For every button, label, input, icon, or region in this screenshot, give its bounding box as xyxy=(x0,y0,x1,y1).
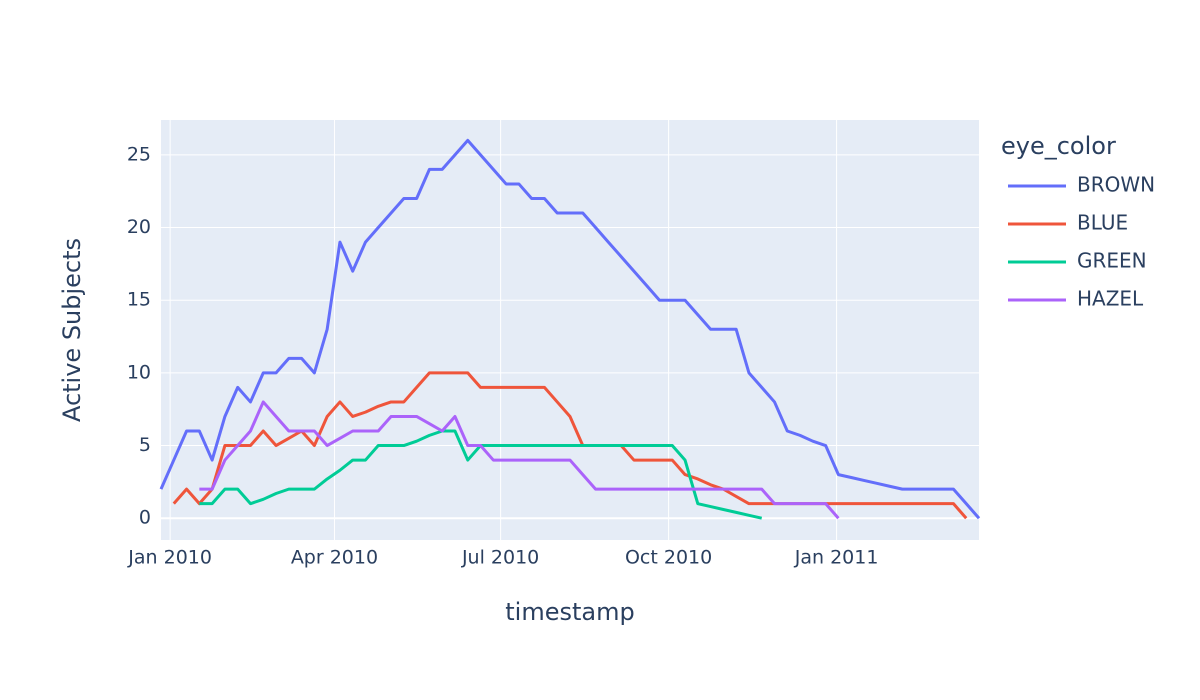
x-tick-label: Jan 2011 xyxy=(794,547,879,569)
y-axis-title: Active Subjects xyxy=(58,238,86,422)
y-tick-label: 0 xyxy=(139,507,151,529)
x-tick-label: Oct 2010 xyxy=(625,547,712,569)
x-axis-title: timestamp xyxy=(505,598,634,626)
y-tick-label: 10 xyxy=(127,361,151,383)
legend-label[interactable]: GREEN xyxy=(1077,249,1147,273)
legend-title: eye_color xyxy=(1001,132,1116,160)
lines xyxy=(159,138,981,520)
legend: BROWN BLUE GREEN HAZEL xyxy=(1008,173,1155,311)
y-tick-label: 5 xyxy=(139,434,151,456)
legend-label[interactable]: BROWN xyxy=(1077,173,1155,197)
series-line xyxy=(172,371,968,520)
y-tick-label: 15 xyxy=(127,289,151,311)
x-tick-label: Apr 2010 xyxy=(291,547,378,569)
x-tick-label: Jan 2010 xyxy=(127,547,212,569)
legend-label[interactable]: BLUE xyxy=(1077,211,1128,235)
grid xyxy=(161,120,979,540)
series-line xyxy=(159,138,981,520)
x-tick-label: Jul 2010 xyxy=(461,547,539,569)
legend-label[interactable]: HAZEL xyxy=(1077,287,1144,311)
plot-background xyxy=(161,120,979,540)
series-line xyxy=(199,400,840,520)
y-tick-label: 25 xyxy=(127,143,151,165)
y-tick-label: 20 xyxy=(127,216,151,238)
